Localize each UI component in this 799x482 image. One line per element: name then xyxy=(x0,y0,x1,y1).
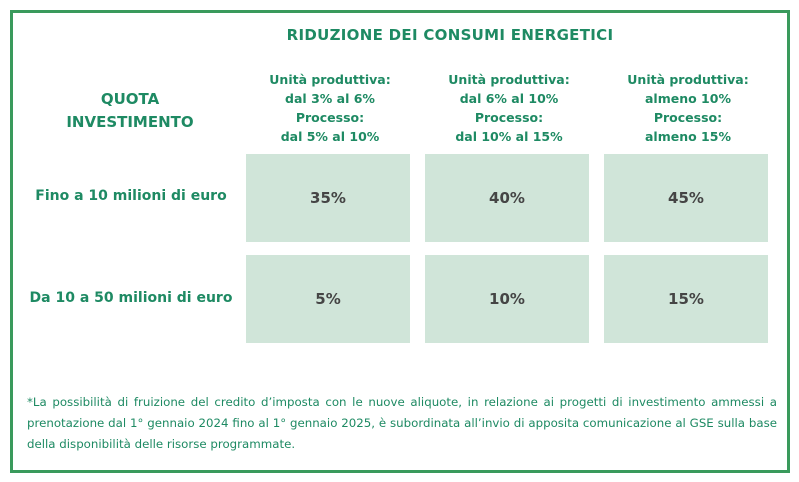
table-frame xyxy=(10,10,790,473)
row-label-da-10-a-50-milioni: Da 10 a 50 milioni di euro xyxy=(29,290,233,306)
footnote: *La possibilità di fruizione del credito… xyxy=(27,395,777,451)
column-header-3: Unità produttiva: almeno 10% Processo: a… xyxy=(603,70,773,146)
column-header-line: Processo: xyxy=(474,110,544,125)
column-header-1: Unità produttiva: dal 3% al 6% Processo:… xyxy=(245,70,415,146)
column-header-line: dal 3% al 6% xyxy=(285,91,375,106)
column-header-line: Unità produttiva: xyxy=(627,72,749,87)
table-cell: 45% xyxy=(604,154,768,242)
table-cell: 35% xyxy=(246,154,410,242)
table-title: RIDUZIONE DEI CONSUMI ENERGETICI xyxy=(286,26,614,44)
column-header-line: dal 6% al 10% xyxy=(459,91,559,106)
column-header-line: Processo: xyxy=(295,110,365,125)
row-label-fino-10-milioni: Fino a 10 milioni di euro xyxy=(35,188,227,204)
quota-label-line-1: QUOTA xyxy=(100,90,160,108)
table-cell: 5% xyxy=(246,255,410,343)
table-cell: 15% xyxy=(604,255,768,343)
quota-investimento-header: QUOTA INVESTIMENTO xyxy=(40,88,220,134)
column-header-line: dal 5% al 10% xyxy=(280,129,380,144)
table-cell: 40% xyxy=(425,154,589,242)
table-cell: 10% xyxy=(425,255,589,343)
quota-label-line-2: INVESTIMENTO xyxy=(66,113,194,131)
column-header-line: almeno 10% xyxy=(645,91,731,106)
column-header-line: Processo: xyxy=(653,110,723,125)
column-header-line: almeno 15% xyxy=(645,129,731,144)
column-header-line: Unità produttiva: xyxy=(448,72,570,87)
column-header-line: dal 10% al 15% xyxy=(455,129,563,144)
column-header-line: Unità produttiva: xyxy=(269,72,391,87)
column-header-2: Unità produttiva: dal 6% al 10% Processo… xyxy=(424,70,594,146)
